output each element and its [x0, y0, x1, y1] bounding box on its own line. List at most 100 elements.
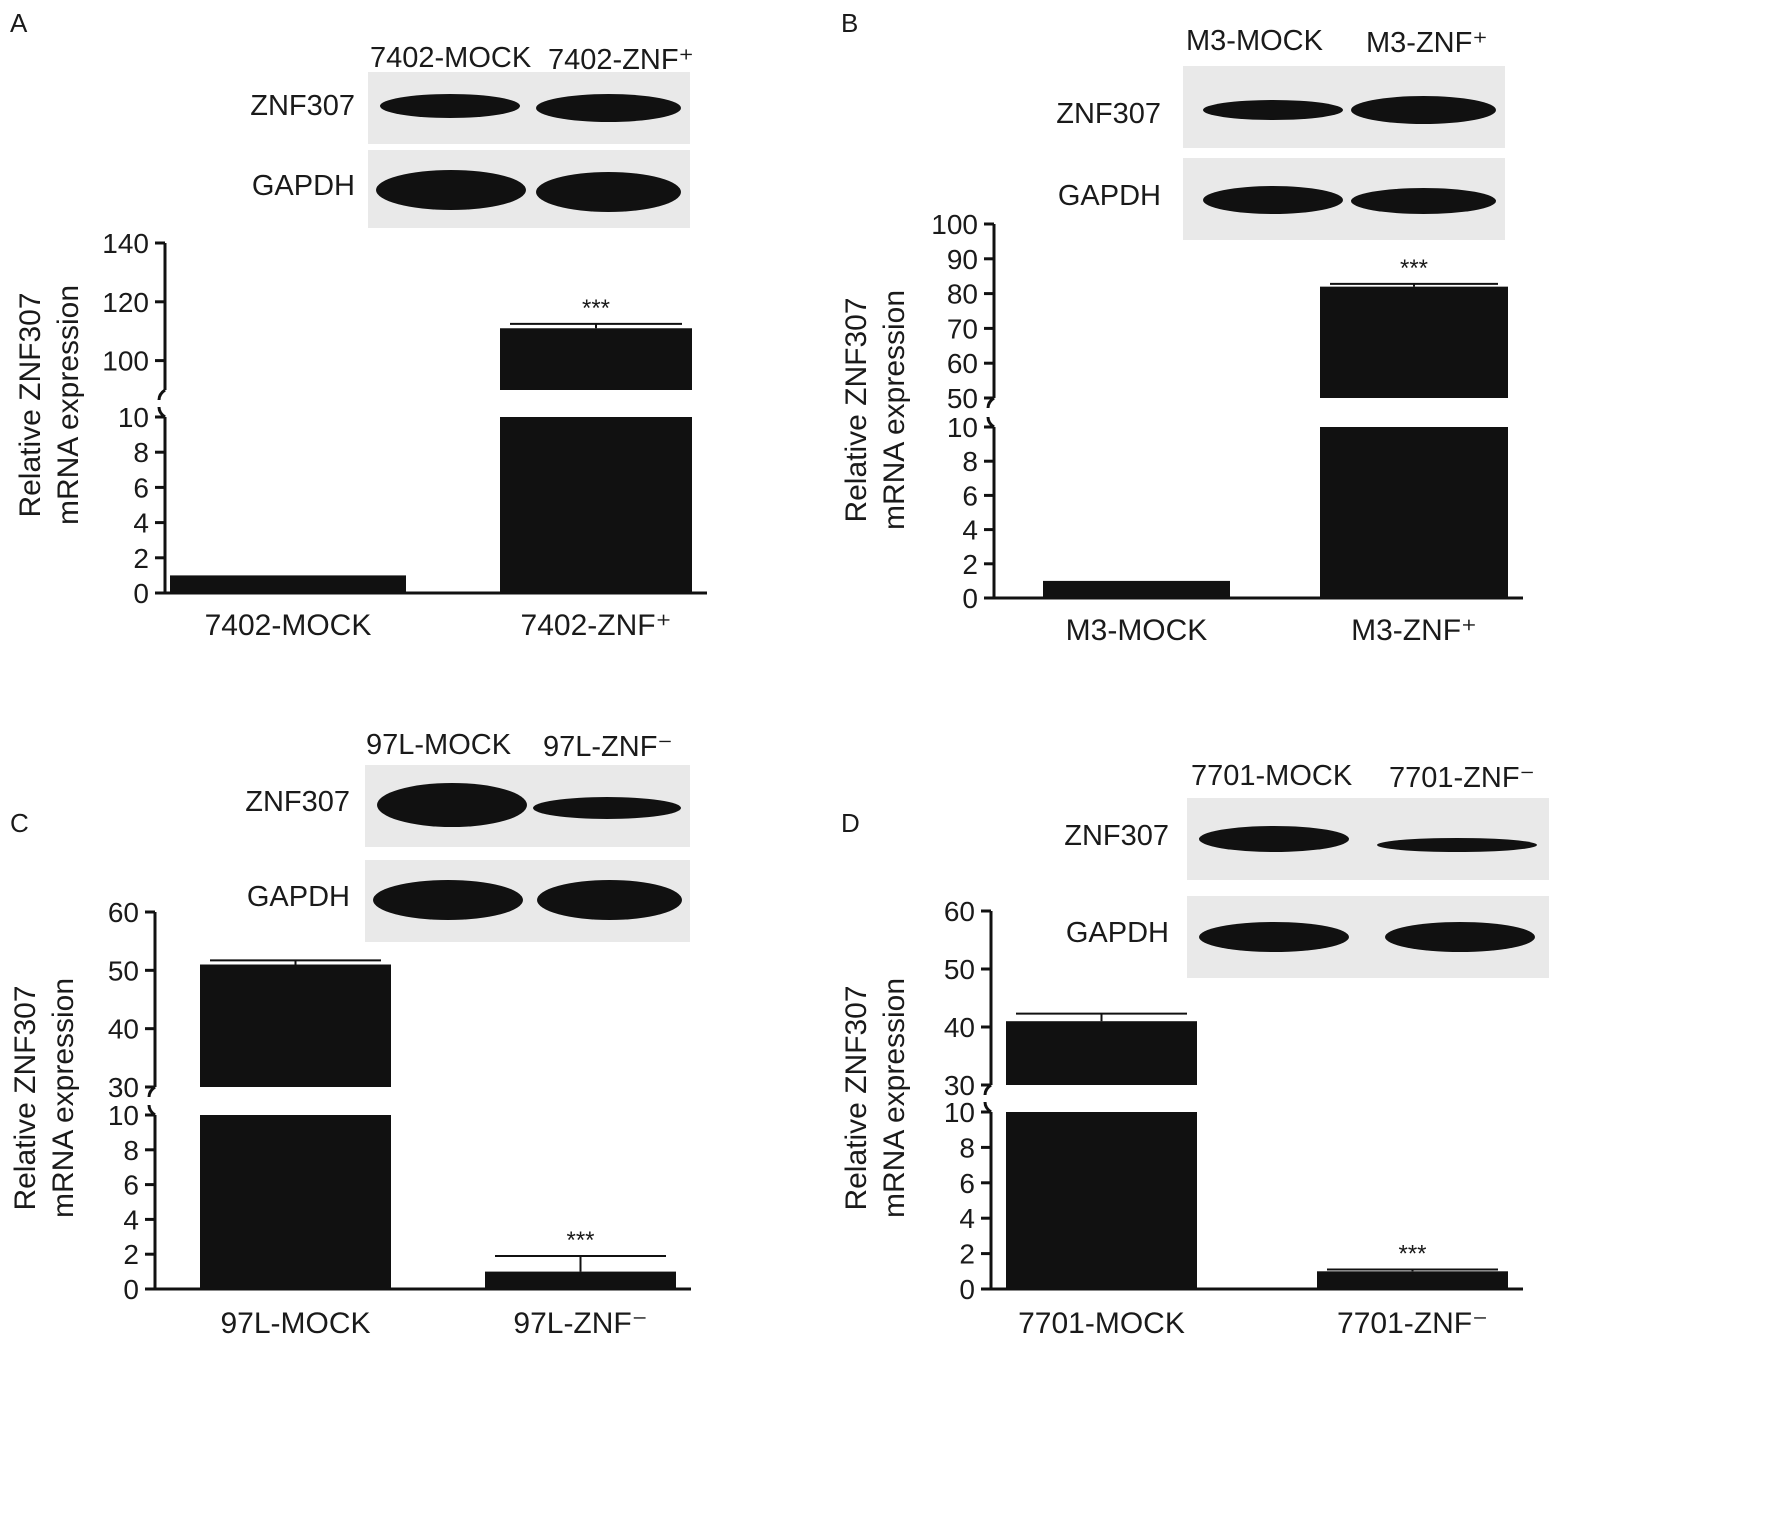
blot-band [1377, 838, 1537, 852]
blot-band [1199, 826, 1349, 852]
bar-upper-segment [1320, 286, 1508, 398]
y-tick-label: 0 [959, 1274, 975, 1305]
blot-band [537, 880, 682, 920]
y-tick-label: 2 [959, 1239, 975, 1270]
x-category-label: 97L-MOCK [220, 1307, 370, 1340]
western-blot-gapdh [1187, 896, 1549, 978]
y-tick-label: 8 [959, 1132, 975, 1163]
x-category-label: M3-MOCK [1066, 614, 1208, 647]
blot-lane-label: M3-ZNF⁺ [1366, 27, 1488, 59]
x-category-label: 7402-ZNF⁺ [521, 609, 672, 642]
blot-band [373, 880, 523, 920]
y-tick-label: 120 [102, 287, 149, 318]
y-tick-label: 0 [133, 578, 149, 609]
bar-lower-segment [200, 1115, 391, 1289]
blot-row-label: ZNF307 [245, 786, 350, 818]
blot-band [1203, 100, 1343, 120]
y-tick-label: 0 [123, 1274, 139, 1305]
western-blot-gapdh [368, 150, 690, 228]
y-tick-label: 0 [962, 583, 978, 614]
y-tick-label: 2 [123, 1239, 139, 1270]
y-axis-label: mRNA expression [52, 285, 85, 525]
panel-letter: D [841, 808, 860, 838]
blot-band [1203, 186, 1343, 214]
y-tick-label: 10 [118, 402, 149, 433]
bar-upper-segment [200, 964, 391, 1087]
x-category-label: 7402-MOCK [205, 609, 372, 642]
y-axis-label: mRNA expression [47, 978, 80, 1218]
y-tick-label: 4 [133, 508, 149, 539]
y-tick-label: 50 [108, 955, 139, 986]
y-tick-label: 4 [123, 1204, 139, 1235]
y-tick-label: 100 [102, 346, 149, 377]
western-blot-znf307 [368, 72, 690, 144]
y-axis-label: Relative ZNF307 [9, 985, 42, 1210]
significance-label: *** [566, 1227, 594, 1254]
y-tick-label: 60 [108, 897, 139, 928]
blot-lane-label: 97L-MOCK [366, 729, 512, 761]
y-tick-label: 2 [962, 549, 978, 580]
y-tick-label: 90 [947, 244, 978, 275]
blot-band [536, 94, 681, 122]
y-axis-label: Relative ZNF307 [840, 985, 873, 1210]
bar-lower-segment [500, 417, 692, 593]
y-tick-label: 80 [947, 279, 978, 310]
significance-label: *** [1398, 1241, 1426, 1268]
y-tick-label: 10 [947, 412, 978, 443]
bar [1043, 580, 1230, 598]
western-blot-znf307 [1183, 66, 1505, 148]
blot-row-label: GAPDH [1057, 180, 1161, 212]
x-category-label: M3-ZNF⁺ [1351, 614, 1477, 647]
blot-band [1351, 188, 1496, 214]
y-tick-label: 8 [133, 437, 149, 468]
bar-lower-segment [1320, 427, 1508, 598]
western-blot-gapdh [1183, 158, 1505, 240]
y-tick-label: 50 [944, 954, 975, 985]
y-axis-label: mRNA expression [878, 290, 911, 530]
blot-band [536, 172, 681, 212]
blot-lane-label: M3-MOCK [1186, 25, 1323, 57]
y-tick-label: 6 [123, 1170, 139, 1201]
blot-band [1199, 922, 1349, 952]
bar [1317, 1271, 1508, 1289]
y-axis-label: mRNA expression [878, 978, 911, 1218]
panel-letter: C [10, 808, 29, 838]
significance-label: *** [1400, 255, 1428, 282]
y-tick-label: 6 [959, 1168, 975, 1199]
y-tick-label: 4 [959, 1203, 975, 1234]
x-category-label: 97L-ZNF⁻ [513, 1307, 647, 1340]
western-blot-gapdh [365, 860, 690, 942]
y-tick-label: 10 [108, 1100, 139, 1131]
blot-band [380, 94, 520, 118]
blot-lane-label: 7402-MOCK [370, 42, 532, 74]
blot-lane-label: 97L-ZNF⁻ [543, 731, 673, 763]
bar [485, 1271, 676, 1289]
y-tick-label: 70 [947, 313, 978, 344]
y-tick-label: 30 [944, 1070, 975, 1101]
blot-row-label: GAPDH [251, 170, 355, 202]
y-tick-label: 60 [947, 348, 978, 379]
bar [170, 575, 406, 593]
y-tick-label: 6 [133, 472, 149, 503]
bar-lower-segment [1006, 1112, 1197, 1289]
blot-row-label: GAPDH [246, 881, 350, 913]
blot-band [377, 783, 527, 827]
blot-lane-label: 7701-MOCK [1191, 760, 1353, 792]
y-tick-label: 8 [962, 446, 978, 477]
y-axis-label: Relative ZNF307 [840, 297, 873, 522]
y-tick-label: 30 [108, 1072, 139, 1103]
y-tick-label: 6 [962, 480, 978, 511]
x-category-label: 7701-MOCK [1018, 1307, 1185, 1340]
significance-label: *** [582, 295, 610, 322]
panel-letter: B [841, 8, 859, 38]
y-tick-label: 60 [944, 896, 975, 927]
blot-row-label: ZNF307 [1064, 820, 1169, 852]
blot-lane-label: 7701-ZNF⁻ [1389, 762, 1535, 794]
x-category-label: 7701-ZNF⁻ [1337, 1307, 1488, 1340]
y-tick-label: 10 [944, 1097, 975, 1128]
y-tick-label: 100 [931, 209, 978, 240]
y-tick-label: 140 [102, 228, 149, 259]
y-tick-label: 2 [133, 543, 149, 574]
